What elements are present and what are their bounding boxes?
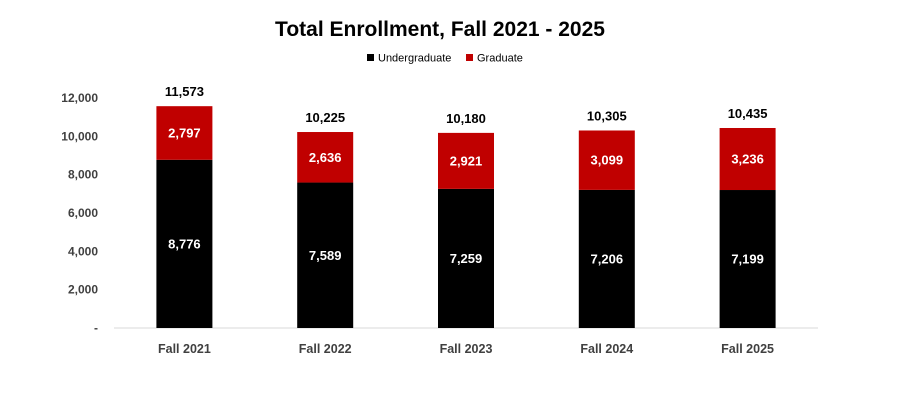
bar-undergraduate: [438, 188, 494, 328]
bar-undergraduate: [156, 159, 213, 328]
bars: 8,776 2,797 11,573 7,589 2,636 10,225 7,259 2,9…: [156, 84, 776, 328]
legend-swatch-graduate: [466, 54, 473, 61]
data-label-graduate: 2,636: [309, 150, 342, 165]
bar-undergraduate: [578, 189, 635, 328]
legend-label-undergraduate: Undergraduate: [378, 53, 451, 65]
legend-swatch-undergraduate: [367, 54, 374, 61]
bar-graduate: [438, 132, 494, 189]
bar-graduate: [156, 106, 213, 160]
y-tick-label: 2,000: [68, 283, 98, 297]
legend-label-graduate: Graduate: [477, 53, 523, 65]
x-tick-label: Fall 2025: [721, 342, 774, 356]
data-label-graduate: 2,797: [168, 125, 201, 140]
data-label-undergraduate: 7,589: [309, 248, 342, 263]
total-label: 10,180: [446, 111, 486, 126]
x-tick-label: Fall 2023: [440, 342, 493, 356]
y-tick-label: 6,000: [68, 206, 98, 220]
bar-graduate: [719, 127, 776, 191]
chart-title: Total Enrollment, Fall 2021 - 2025: [275, 18, 605, 41]
y-tick-label: 4,000: [68, 244, 98, 258]
data-label-graduate: 3,236: [731, 152, 764, 167]
y-tick-label: 8,000: [68, 168, 98, 182]
data-label-graduate: 3,099: [591, 153, 624, 168]
bar-graduate: [578, 130, 635, 190]
data-label-undergraduate: 7,206: [591, 251, 624, 266]
bar-undergraduate: [719, 190, 776, 328]
y-tick-label: -: [94, 321, 98, 335]
x-tick-label: Fall 2021: [158, 342, 211, 356]
total-label: 10,435: [728, 106, 768, 121]
y-tick-label: 10,000: [61, 129, 98, 143]
total-label: 11,573: [165, 84, 204, 99]
x-tick-label: Fall 2024: [580, 342, 633, 356]
total-label: 10,225: [305, 110, 345, 125]
bar-undergraduate: [297, 182, 354, 328]
bar-graduate: [297, 132, 354, 183]
data-label-graduate: 2,921: [450, 153, 483, 168]
data-label-undergraduate: 7,259: [450, 251, 483, 266]
data-label-undergraduate: 7,199: [731, 252, 764, 267]
y-tick-label: 12,000: [61, 91, 98, 105]
x-tick-label: Fall 2022: [299, 342, 352, 356]
y-axis-ticks: - 2,000 4,000 6,000 8,000 10,000 12,000: [61, 91, 98, 335]
total-label: 10,305: [587, 108, 627, 123]
data-label-undergraduate: 8,776: [168, 236, 201, 251]
x-axis-ticks: Fall 2021 Fall 2022 Fall 2023 Fall 2024 Fall…: [158, 342, 774, 356]
legend: Undergraduate Graduate: [367, 53, 523, 65]
